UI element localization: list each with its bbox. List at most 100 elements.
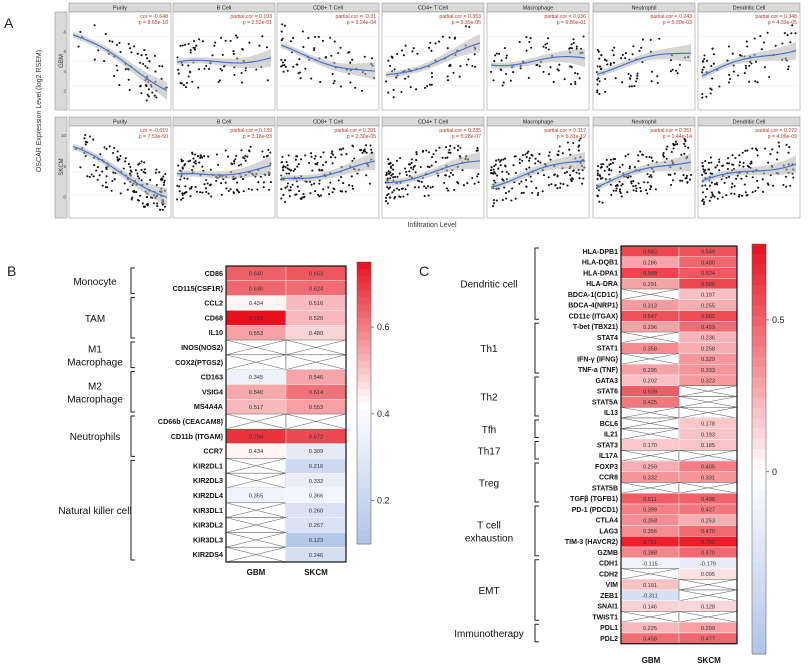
cross-line bbox=[620, 288, 680, 300]
data-point bbox=[118, 84, 121, 87]
legend-swatch bbox=[357, 318, 371, 326]
data-point bbox=[241, 178, 245, 181]
cross-line bbox=[620, 331, 680, 343]
data-point bbox=[476, 147, 479, 150]
data-point bbox=[201, 165, 204, 168]
heat-cell-tim-3-havcr2-skcm: 0.702 bbox=[678, 536, 738, 548]
data-point bbox=[632, 189, 635, 192]
data-point bbox=[215, 179, 218, 182]
data-point bbox=[624, 52, 627, 55]
data-point bbox=[201, 191, 204, 194]
legend-swatch bbox=[357, 325, 371, 333]
data-point bbox=[417, 186, 420, 189]
data-point bbox=[503, 186, 506, 189]
data-point bbox=[577, 149, 580, 152]
data-point bbox=[629, 74, 632, 77]
legend-swatch bbox=[752, 336, 766, 347]
data-point bbox=[106, 186, 109, 189]
data-point bbox=[714, 166, 717, 169]
data-point bbox=[434, 160, 437, 163]
data-point bbox=[127, 78, 130, 81]
data-point bbox=[181, 44, 184, 47]
data-point bbox=[99, 153, 102, 156]
data-point bbox=[490, 172, 493, 175]
data-point bbox=[183, 177, 186, 180]
data-point bbox=[321, 169, 324, 172]
data-point bbox=[399, 156, 402, 160]
data-point bbox=[739, 54, 742, 57]
data-point bbox=[420, 180, 423, 184]
data-point bbox=[614, 77, 617, 80]
data-point bbox=[430, 72, 433, 75]
cross-line bbox=[620, 482, 680, 494]
cell-value: 0.296 bbox=[643, 325, 657, 331]
row-label-cd68: CD68 bbox=[205, 313, 223, 322]
data-point bbox=[92, 175, 95, 178]
legend-swatch bbox=[357, 445, 371, 453]
data-point bbox=[737, 195, 740, 198]
data-point bbox=[453, 146, 456, 149]
data-point bbox=[207, 67, 211, 71]
data-point bbox=[597, 77, 600, 80]
data-point bbox=[578, 77, 581, 80]
data-point bbox=[547, 154, 550, 157]
data-point bbox=[281, 61, 285, 64]
data-point bbox=[743, 183, 746, 186]
heat-cell-lag3-skcm: 0.470 bbox=[678, 525, 738, 537]
data-point bbox=[501, 198, 504, 202]
data-point bbox=[738, 193, 741, 196]
data-point bbox=[250, 188, 253, 191]
data-point bbox=[651, 159, 654, 162]
legend-swatch bbox=[357, 262, 371, 270]
cell-value: 0.170 bbox=[643, 443, 657, 449]
data-point bbox=[606, 63, 609, 66]
data-point bbox=[572, 169, 575, 172]
data-point bbox=[119, 154, 122, 157]
row-label-stat6: STAT6 bbox=[597, 389, 618, 396]
legend-swatch bbox=[752, 541, 766, 552]
cell-value: 0.434 bbox=[249, 449, 264, 455]
data-point bbox=[392, 96, 395, 99]
data-point bbox=[412, 47, 415, 50]
cross-line bbox=[285, 413, 347, 430]
row-label-kir3dl2: KIR3DL2 bbox=[193, 521, 223, 530]
data-point bbox=[727, 81, 731, 84]
data-point bbox=[286, 167, 289, 170]
data-point bbox=[395, 159, 399, 162]
data-point bbox=[756, 179, 759, 182]
row-label-cd11b-itgam: CD11b (ITGAM) bbox=[171, 432, 224, 441]
data-point bbox=[180, 158, 183, 161]
group-label-tam: TAM bbox=[85, 314, 105, 325]
data-point bbox=[430, 49, 433, 52]
heat-cell-empty-stat4-gbm bbox=[620, 331, 680, 343]
data-point bbox=[502, 158, 505, 161]
data-point bbox=[503, 47, 506, 50]
data-point bbox=[415, 151, 418, 154]
data-point bbox=[510, 199, 513, 202]
data-point bbox=[650, 80, 653, 83]
data-point bbox=[733, 185, 736, 188]
data-point bbox=[710, 181, 713, 184]
data-point bbox=[201, 40, 205, 43]
data-point bbox=[124, 68, 127, 71]
data-point bbox=[205, 190, 208, 194]
data-point bbox=[184, 86, 188, 89]
data-point bbox=[600, 166, 603, 169]
data-point bbox=[596, 174, 599, 177]
data-point bbox=[548, 151, 551, 154]
data-point bbox=[402, 54, 405, 57]
cell-value: 0.702 bbox=[701, 540, 715, 546]
data-point bbox=[361, 89, 364, 92]
cell-value: -0.311 bbox=[642, 594, 657, 600]
cell-value: 0.459 bbox=[701, 325, 715, 331]
data-point bbox=[528, 40, 531, 44]
heat-cell-tgf-tgfb1-skcm: 0.498 bbox=[678, 493, 738, 505]
data-point bbox=[542, 45, 545, 48]
data-point bbox=[569, 65, 572, 68]
data-point bbox=[192, 165, 195, 168]
data-point bbox=[86, 141, 89, 144]
data-point bbox=[527, 150, 530, 153]
data-point bbox=[308, 161, 311, 164]
cell-value: 0.286 bbox=[643, 260, 657, 266]
